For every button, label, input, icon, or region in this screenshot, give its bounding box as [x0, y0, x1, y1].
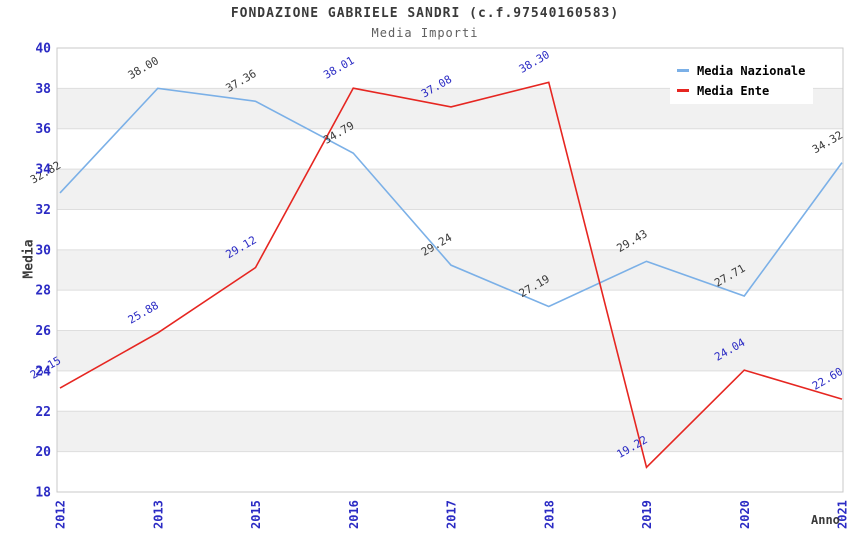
- plot-frame: [56, 47, 844, 493]
- band: [57, 249, 843, 291]
- band: [57, 330, 843, 371]
- legend-swatch-media-nazionale-icon: [677, 69, 689, 72]
- y-tick-label: 18: [35, 486, 51, 501]
- y-tick-label: 26: [35, 324, 51, 339]
- y-tick-label: 40: [35, 42, 51, 57]
- x-tick-label: 2015: [249, 500, 263, 529]
- y-tick-label: 30: [35, 243, 51, 258]
- x-tick-label: 2018: [542, 500, 556, 529]
- x-tick-label: 2017: [445, 500, 459, 529]
- value-label: 38.01: [321, 54, 356, 82]
- y-tick-label: 24: [35, 364, 51, 379]
- legend-label-media-ente: Media Ente: [697, 83, 770, 98]
- y-tick-label: 32: [35, 203, 51, 218]
- y-tick-label: 20: [35, 445, 51, 460]
- series-line-media-ente: [59, 81, 843, 469]
- value-label: 34.32: [810, 128, 845, 156]
- legend-item-media-ente: Media Ente: [677, 84, 813, 98]
- x-tick-label: 2020: [738, 500, 752, 529]
- legend: Media Nazionale Media Ente: [670, 57, 813, 104]
- x-tick-label: 2019: [640, 500, 654, 529]
- band: [57, 169, 843, 210]
- plot-bands: [57, 88, 843, 452]
- x-axis-title: Anno: [811, 513, 840, 527]
- chart-title: FONDAZIONE GABRIELE SANDRI (c.f.97540160…: [230, 6, 620, 21]
- legend-item-media-nazionale: Media Nazionale: [677, 64, 813, 78]
- y-tick-label: 38: [35, 82, 51, 97]
- value-label: 38.00: [126, 54, 161, 82]
- series-line-media-nazionale: [59, 87, 843, 308]
- y-tick-label: 22: [35, 405, 51, 420]
- y-tick-label: 28: [35, 284, 51, 299]
- x-tick-label: 2012: [54, 500, 68, 529]
- series-lines: [59, 81, 843, 469]
- legend-label-media-nazionale: Media Nazionale: [697, 63, 806, 78]
- legend-swatch-media-ente-icon: [677, 89, 689, 92]
- chart-subtitle: Media Importi: [371, 26, 479, 40]
- y-tick-labels: 18 20 22 24 26 28 30 32 34 36 38 40: [35, 42, 51, 501]
- y-axis-title: Media: [21, 239, 37, 279]
- x-tick-labels: 2012 2013 2015 2016 2017 2018 2019 2020 2021: [54, 500, 850, 529]
- band: [57, 411, 843, 452]
- value-label: 25.88: [126, 299, 161, 327]
- x-tick-label: 2013: [151, 500, 165, 529]
- value-label: 38.30: [517, 48, 552, 76]
- y-tick-label: 34: [35, 163, 51, 178]
- y-tick-label: 36: [35, 122, 51, 137]
- x-tick-label: 2016: [347, 500, 361, 529]
- x-tick-label: 2021: [836, 500, 850, 529]
